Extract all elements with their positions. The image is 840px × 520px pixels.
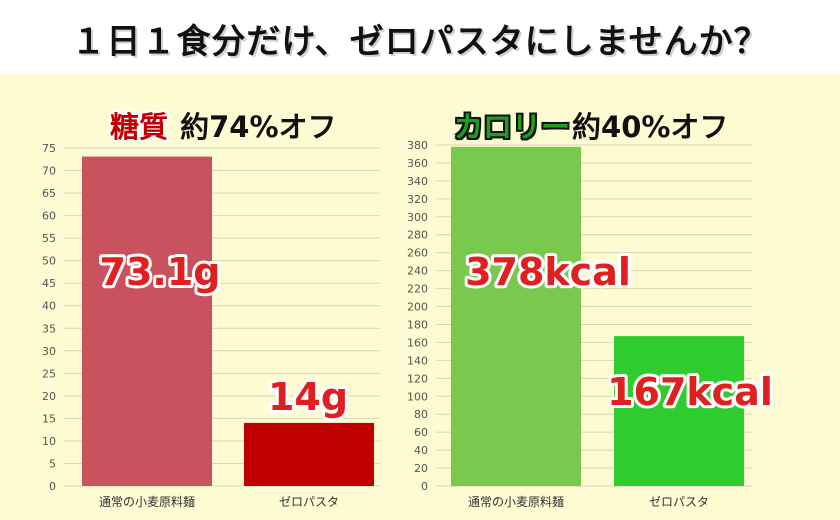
y-tick-label: 80 xyxy=(414,408,428,421)
y-tick-label: 70 xyxy=(42,165,56,178)
y-tick-label: 100 xyxy=(407,390,428,403)
y-tick-label: 55 xyxy=(42,232,56,245)
y-tick-label: 300 xyxy=(407,211,428,224)
y-tick-label: 0 xyxy=(421,480,428,493)
y-tick-label: 360 xyxy=(407,157,428,170)
y-tick-label: 20 xyxy=(414,462,428,475)
data-label: 167kcal xyxy=(607,370,773,414)
y-tick-label: 220 xyxy=(407,283,428,296)
chart-title-calorie: カロリー約40%オフ xyxy=(452,104,728,146)
chart-title-sugar-highlight: 糖質 xyxy=(110,110,169,144)
y-tick-label: 65 xyxy=(42,187,56,200)
x-tick-label: 通常の小麦原料麺 xyxy=(99,495,195,509)
y-tick-label: 45 xyxy=(42,277,56,290)
data-label: 378kcal xyxy=(465,250,631,294)
y-tick-label: 75 xyxy=(42,142,56,155)
y-tick-label: 240 xyxy=(407,265,428,278)
y-tick-label: 50 xyxy=(42,255,56,268)
y-tick-label: 40 xyxy=(414,444,428,457)
y-tick-label: 140 xyxy=(407,354,428,367)
y-tick-label: 35 xyxy=(42,322,56,335)
y-tick-label: 15 xyxy=(42,412,56,425)
x-tick-label: ゼロパスタ xyxy=(279,495,339,509)
y-tick-label: 380 xyxy=(407,139,428,152)
y-tick-label: 60 xyxy=(414,426,428,439)
y-tick-label: 160 xyxy=(407,336,428,349)
x-tick-label: ゼロパスタ xyxy=(649,495,709,509)
y-tick-label: 120 xyxy=(407,372,428,385)
y-tick-label: 180 xyxy=(407,318,428,331)
bar xyxy=(614,336,744,486)
y-tick-label: 40 xyxy=(42,300,56,313)
y-tick-label: 20 xyxy=(42,390,56,403)
data-label: 14g xyxy=(268,375,348,419)
y-tick-label: 30 xyxy=(42,345,56,358)
y-tick-label: 0 xyxy=(49,480,56,493)
y-tick-label: 200 xyxy=(407,301,428,314)
data-label: 73.1g xyxy=(100,250,221,294)
page-title: １日１食分だけ、ゼロパスタにしませんか？ xyxy=(71,22,769,62)
y-tick-label: 320 xyxy=(407,193,428,206)
bar xyxy=(451,146,581,486)
y-tick-label: 260 xyxy=(407,247,428,260)
x-tick-label: 通常の小麦原料麺 xyxy=(468,495,564,509)
bar xyxy=(244,422,374,486)
bar xyxy=(82,156,212,486)
chart-title-calorie-highlight: カロリー xyxy=(454,110,571,144)
chart-title-sugar: 糖質 約74%オフ xyxy=(108,104,337,146)
y-tick-label: 10 xyxy=(42,435,56,448)
chart-title-sugar-rest: 約74%オフ xyxy=(170,110,337,144)
y-tick-label: 340 xyxy=(407,175,428,188)
y-tick-label: 25 xyxy=(42,367,56,380)
y-tick-label: 60 xyxy=(42,210,56,223)
y-tick-label: 5 xyxy=(49,457,56,470)
y-tick-label: 280 xyxy=(407,229,428,242)
chart-title-calorie-rest: 約40%オフ xyxy=(572,110,729,144)
